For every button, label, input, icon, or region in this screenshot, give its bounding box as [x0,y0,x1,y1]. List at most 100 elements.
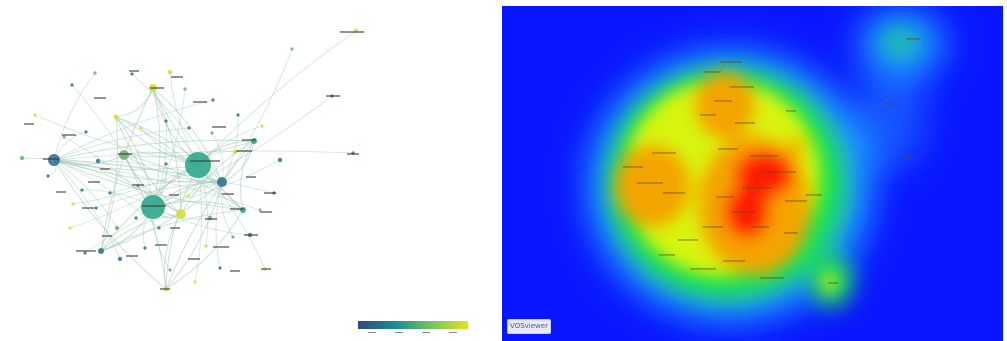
density-label-mark-24 [784,232,798,234]
network-label-mark-32 [100,168,110,170]
network-label-mark-4 [118,153,132,155]
density-label-mark-15 [732,211,756,213]
network-edge-90 [115,116,244,211]
network-label-mark-25 [188,258,200,260]
network-node-19 [130,72,134,76]
network-label-mark-38 [261,268,271,270]
network-edge-19 [131,73,223,183]
network-node-27 [231,235,235,239]
network-edge-34 [53,131,87,161]
network-label-mark-28 [102,235,112,237]
network-edge-89 [165,140,255,290]
density-label-mark-18 [703,226,723,228]
network-node-34 [84,130,88,134]
network-edge-74 [152,87,182,215]
network-node-32 [71,202,75,206]
network-edge-10 [53,159,121,260]
network-edge-80 [123,154,244,211]
density-label-mark-28 [906,38,920,40]
network-hub-node-3 [217,177,227,187]
network-node-33 [62,135,66,139]
network-label-mark-17 [193,101,207,103]
network-label-mark-11 [230,208,244,210]
network-label-mark-39 [230,270,240,272]
network-node-11 [83,251,87,255]
network-node-47 [134,216,138,220]
network-node-30 [114,225,120,231]
network-label-mark-13 [62,134,76,136]
density-labels [623,38,920,284]
network-node-24 [260,124,264,128]
density-label-mark-26 [786,110,796,112]
network-visualization-panel [0,0,495,341]
network-edge-23 [221,114,239,183]
network-label-mark-8 [76,250,96,252]
network-graph [19,28,364,292]
network-node-31 [94,206,98,210]
network-label-mark-31 [88,181,100,183]
density-label-mark-19 [678,239,698,241]
density-label-mark-0 [720,61,742,63]
network-label-mark-30 [56,191,66,193]
density-visualization-panel [502,6,1003,341]
density-label-mark-14 [716,196,734,198]
network-edge-46 [53,159,160,229]
density-label-mark-11 [750,155,778,157]
network-edge-0 [197,30,357,166]
network-hub-node-0 [185,152,211,178]
network-edge-4 [197,164,266,270]
vosviewer-logo: VOSviewer [507,319,551,334]
network-edge-3 [221,48,293,183]
density-label-mark-1 [703,71,721,73]
network-edge-73 [165,181,223,290]
network-label-mark-2 [43,158,59,160]
density-label-mark-29 [904,156,914,158]
network-label-mark-19 [236,150,252,152]
network-hub-node-6 [176,209,186,219]
density-label-mark-4 [700,114,716,116]
network-edge-68 [152,87,223,183]
network-label-mark-9 [160,288,170,290]
network-label-mark-10 [242,139,256,141]
density-label-mark-8 [637,182,663,184]
network-labels [24,31,364,290]
network-node-29 [143,246,147,250]
network-node-44 [186,194,190,198]
network-label-mark-24 [213,246,229,248]
network-label-mark-1 [142,205,166,207]
network-node-9 [168,268,172,272]
network-label-mark-35 [170,227,180,229]
network-label-mark-23 [244,234,258,236]
network-node-41 [164,162,168,166]
network-edge-18 [53,72,96,161]
network-node-39 [210,131,214,135]
network-edge-26 [53,159,275,194]
network-edge-66 [53,159,244,211]
density-label-mark-30 [828,282,838,284]
network-edge-86 [100,209,244,252]
network-edge-77 [115,87,154,118]
network-label-mark-27 [126,255,138,257]
network-label-mark-16 [171,76,183,78]
network-edge-75 [100,87,154,252]
network-hub-node-10 [113,114,119,120]
network-node-22 [211,98,215,102]
network-edge-33 [63,136,154,208]
network-node-28 [204,244,208,248]
density-label-mark-17 [785,200,807,202]
network-node-35 [95,158,101,164]
network-edge-91 [165,209,244,290]
network-label-mark-18 [212,126,226,128]
network-edge-85 [164,213,182,290]
network-edge-88 [239,140,255,211]
network-edge-12 [69,164,199,229]
network-node-14 [46,174,50,178]
network-node-17 [70,83,74,87]
network-label-mark-26 [155,244,167,246]
density-yellow-layer [615,72,836,292]
network-node-15 [19,155,25,161]
network-label-mark-29 [82,207,94,209]
network-node-8 [193,280,197,284]
network-node-25 [277,157,283,163]
network-node-6 [258,208,262,212]
